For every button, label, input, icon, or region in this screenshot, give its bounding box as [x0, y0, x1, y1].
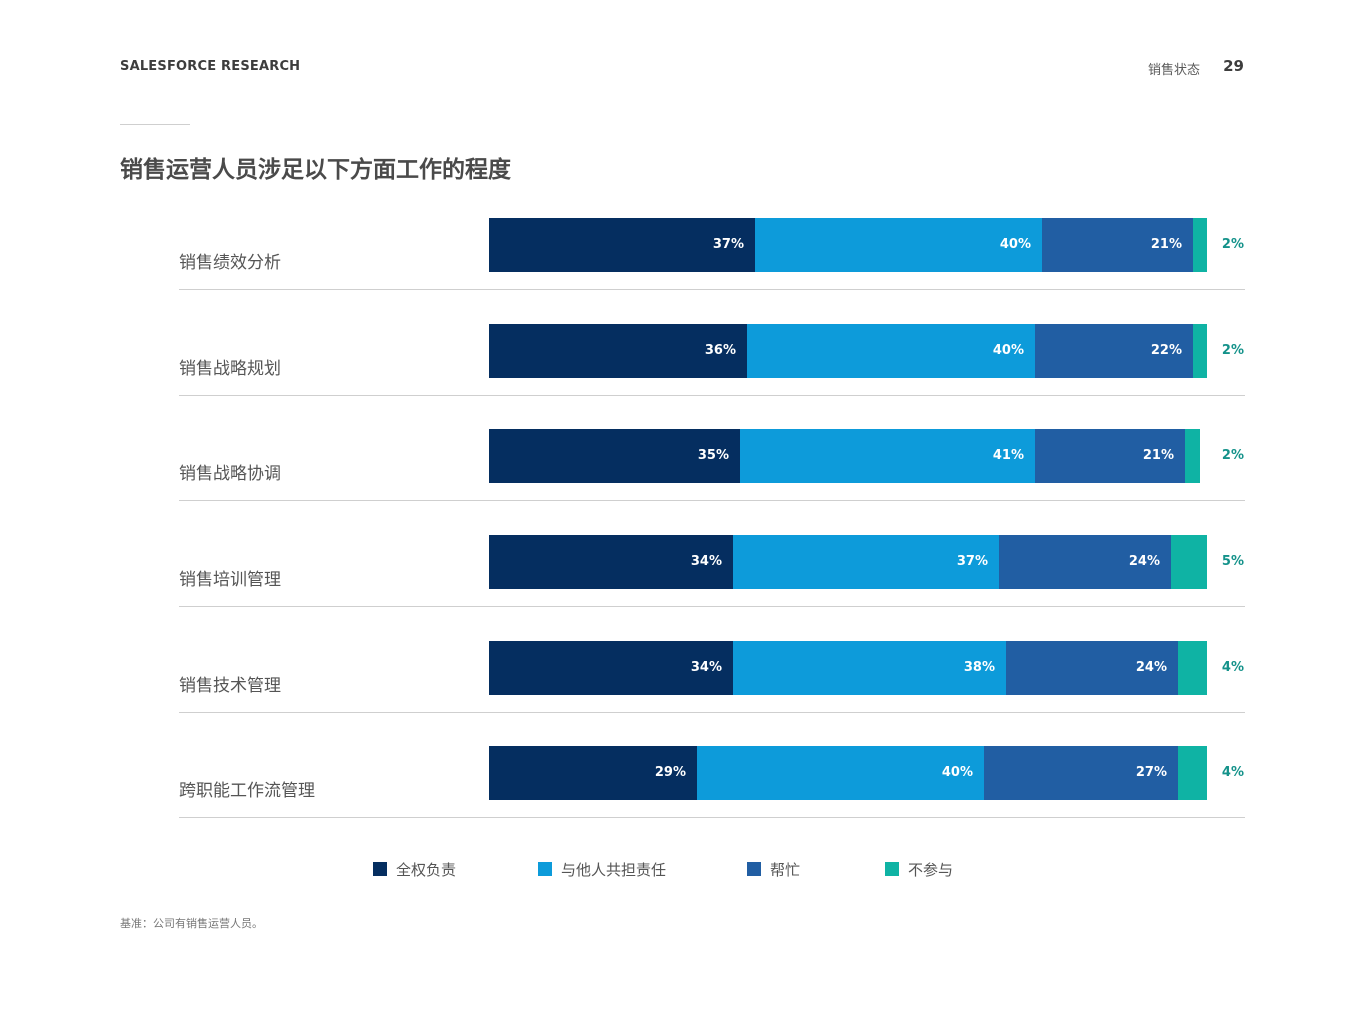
bar-segment-shared — [740, 429, 1035, 483]
bar-segment-shared — [733, 641, 1006, 695]
legend-swatch-none — [885, 862, 899, 876]
title-rule — [120, 124, 190, 125]
bar-segment-none — [1193, 218, 1207, 272]
category-label: 销售绩效分析 — [179, 253, 281, 273]
bar-segment-shared — [755, 218, 1042, 272]
value-label-outside: 4% — [1221, 765, 1244, 780]
category-label: 销售战略协调 — [179, 464, 281, 484]
section-title: 销售状态 — [1147, 63, 1200, 78]
legend-label-shared: 与他人共担责任 — [561, 861, 667, 879]
value-label-outside: 2% — [1221, 343, 1244, 358]
bar-segment-full — [489, 218, 755, 272]
value-label-outside: 4% — [1221, 660, 1244, 675]
bar-segment-none — [1178, 641, 1207, 695]
brand-name: SALESFORCE RESEARCH — [120, 59, 301, 74]
bar-segment-full — [489, 641, 733, 695]
bar-segment-help — [1006, 641, 1178, 695]
value-label-shared: 40% — [999, 237, 1031, 252]
value-label-shared: 40% — [992, 343, 1024, 358]
bar-segment-none — [1171, 535, 1207, 589]
bar-segment-shared — [733, 535, 999, 589]
value-label-help: 21% — [1150, 237, 1182, 252]
page-number: 29 — [1223, 57, 1244, 75]
row-divider — [179, 500, 1245, 501]
bar-segment-full — [489, 535, 733, 589]
value-label-full: 37% — [712, 237, 744, 252]
bar-segment-help — [1042, 218, 1193, 272]
value-label-outside: 2% — [1221, 237, 1244, 252]
legend-swatch-shared — [538, 862, 552, 876]
legend-label-none: 不参与 — [908, 861, 954, 879]
bar-segment-none — [1178, 746, 1207, 800]
value-label-full: 29% — [654, 765, 686, 780]
legend-label-full: 全权负责 — [396, 861, 457, 879]
value-label-full: 34% — [690, 660, 722, 675]
value-label-help: 21% — [1142, 448, 1174, 463]
value-label-help: 22% — [1150, 343, 1182, 358]
row-divider — [179, 395, 1245, 396]
category-label: 销售培训管理 — [179, 570, 281, 590]
row-divider — [179, 289, 1245, 290]
footnote: 基准：公司有销售运营人员。 — [120, 917, 263, 930]
value-label-help: 24% — [1128, 554, 1160, 569]
category-label: 销售技术管理 — [179, 676, 281, 696]
bar-segment-help — [984, 746, 1178, 800]
bar-segment-full — [489, 429, 740, 483]
value-label-full: 34% — [690, 554, 722, 569]
legend-label-help: 帮忙 — [770, 861, 801, 879]
bar-segment-none — [1185, 429, 1200, 483]
bar-segment-help — [1035, 324, 1193, 378]
row-divider — [179, 817, 1245, 818]
row-divider — [179, 712, 1245, 713]
bar-segment-none — [1193, 324, 1207, 378]
bar-segment-shared — [697, 746, 984, 800]
legend-swatch-help — [747, 862, 761, 876]
value-label-shared: 38% — [963, 660, 995, 675]
bar-segment-full — [489, 746, 697, 800]
row-divider — [179, 606, 1245, 607]
value-label-shared: 41% — [992, 448, 1024, 463]
category-label: 销售战略规划 — [179, 359, 281, 379]
value-label-shared: 37% — [956, 554, 988, 569]
category-label: 跨职能工作流管理 — [179, 781, 315, 801]
value-label-full: 35% — [697, 448, 729, 463]
bar-segment-shared — [747, 324, 1035, 378]
value-label-help: 24% — [1135, 660, 1167, 675]
bar-segment-help — [1035, 429, 1185, 483]
value-label-full: 36% — [704, 343, 736, 358]
chart-title: 销售运营人员涉足以下方面工作的程度 — [120, 157, 511, 183]
value-label-help: 27% — [1135, 765, 1167, 780]
value-label-outside: 5% — [1221, 554, 1244, 569]
legend-swatch-full — [373, 862, 387, 876]
bar-segment-full — [489, 324, 747, 378]
value-label-shared: 40% — [941, 765, 973, 780]
value-label-outside: 2% — [1221, 448, 1244, 463]
bar-segment-help — [999, 535, 1171, 589]
